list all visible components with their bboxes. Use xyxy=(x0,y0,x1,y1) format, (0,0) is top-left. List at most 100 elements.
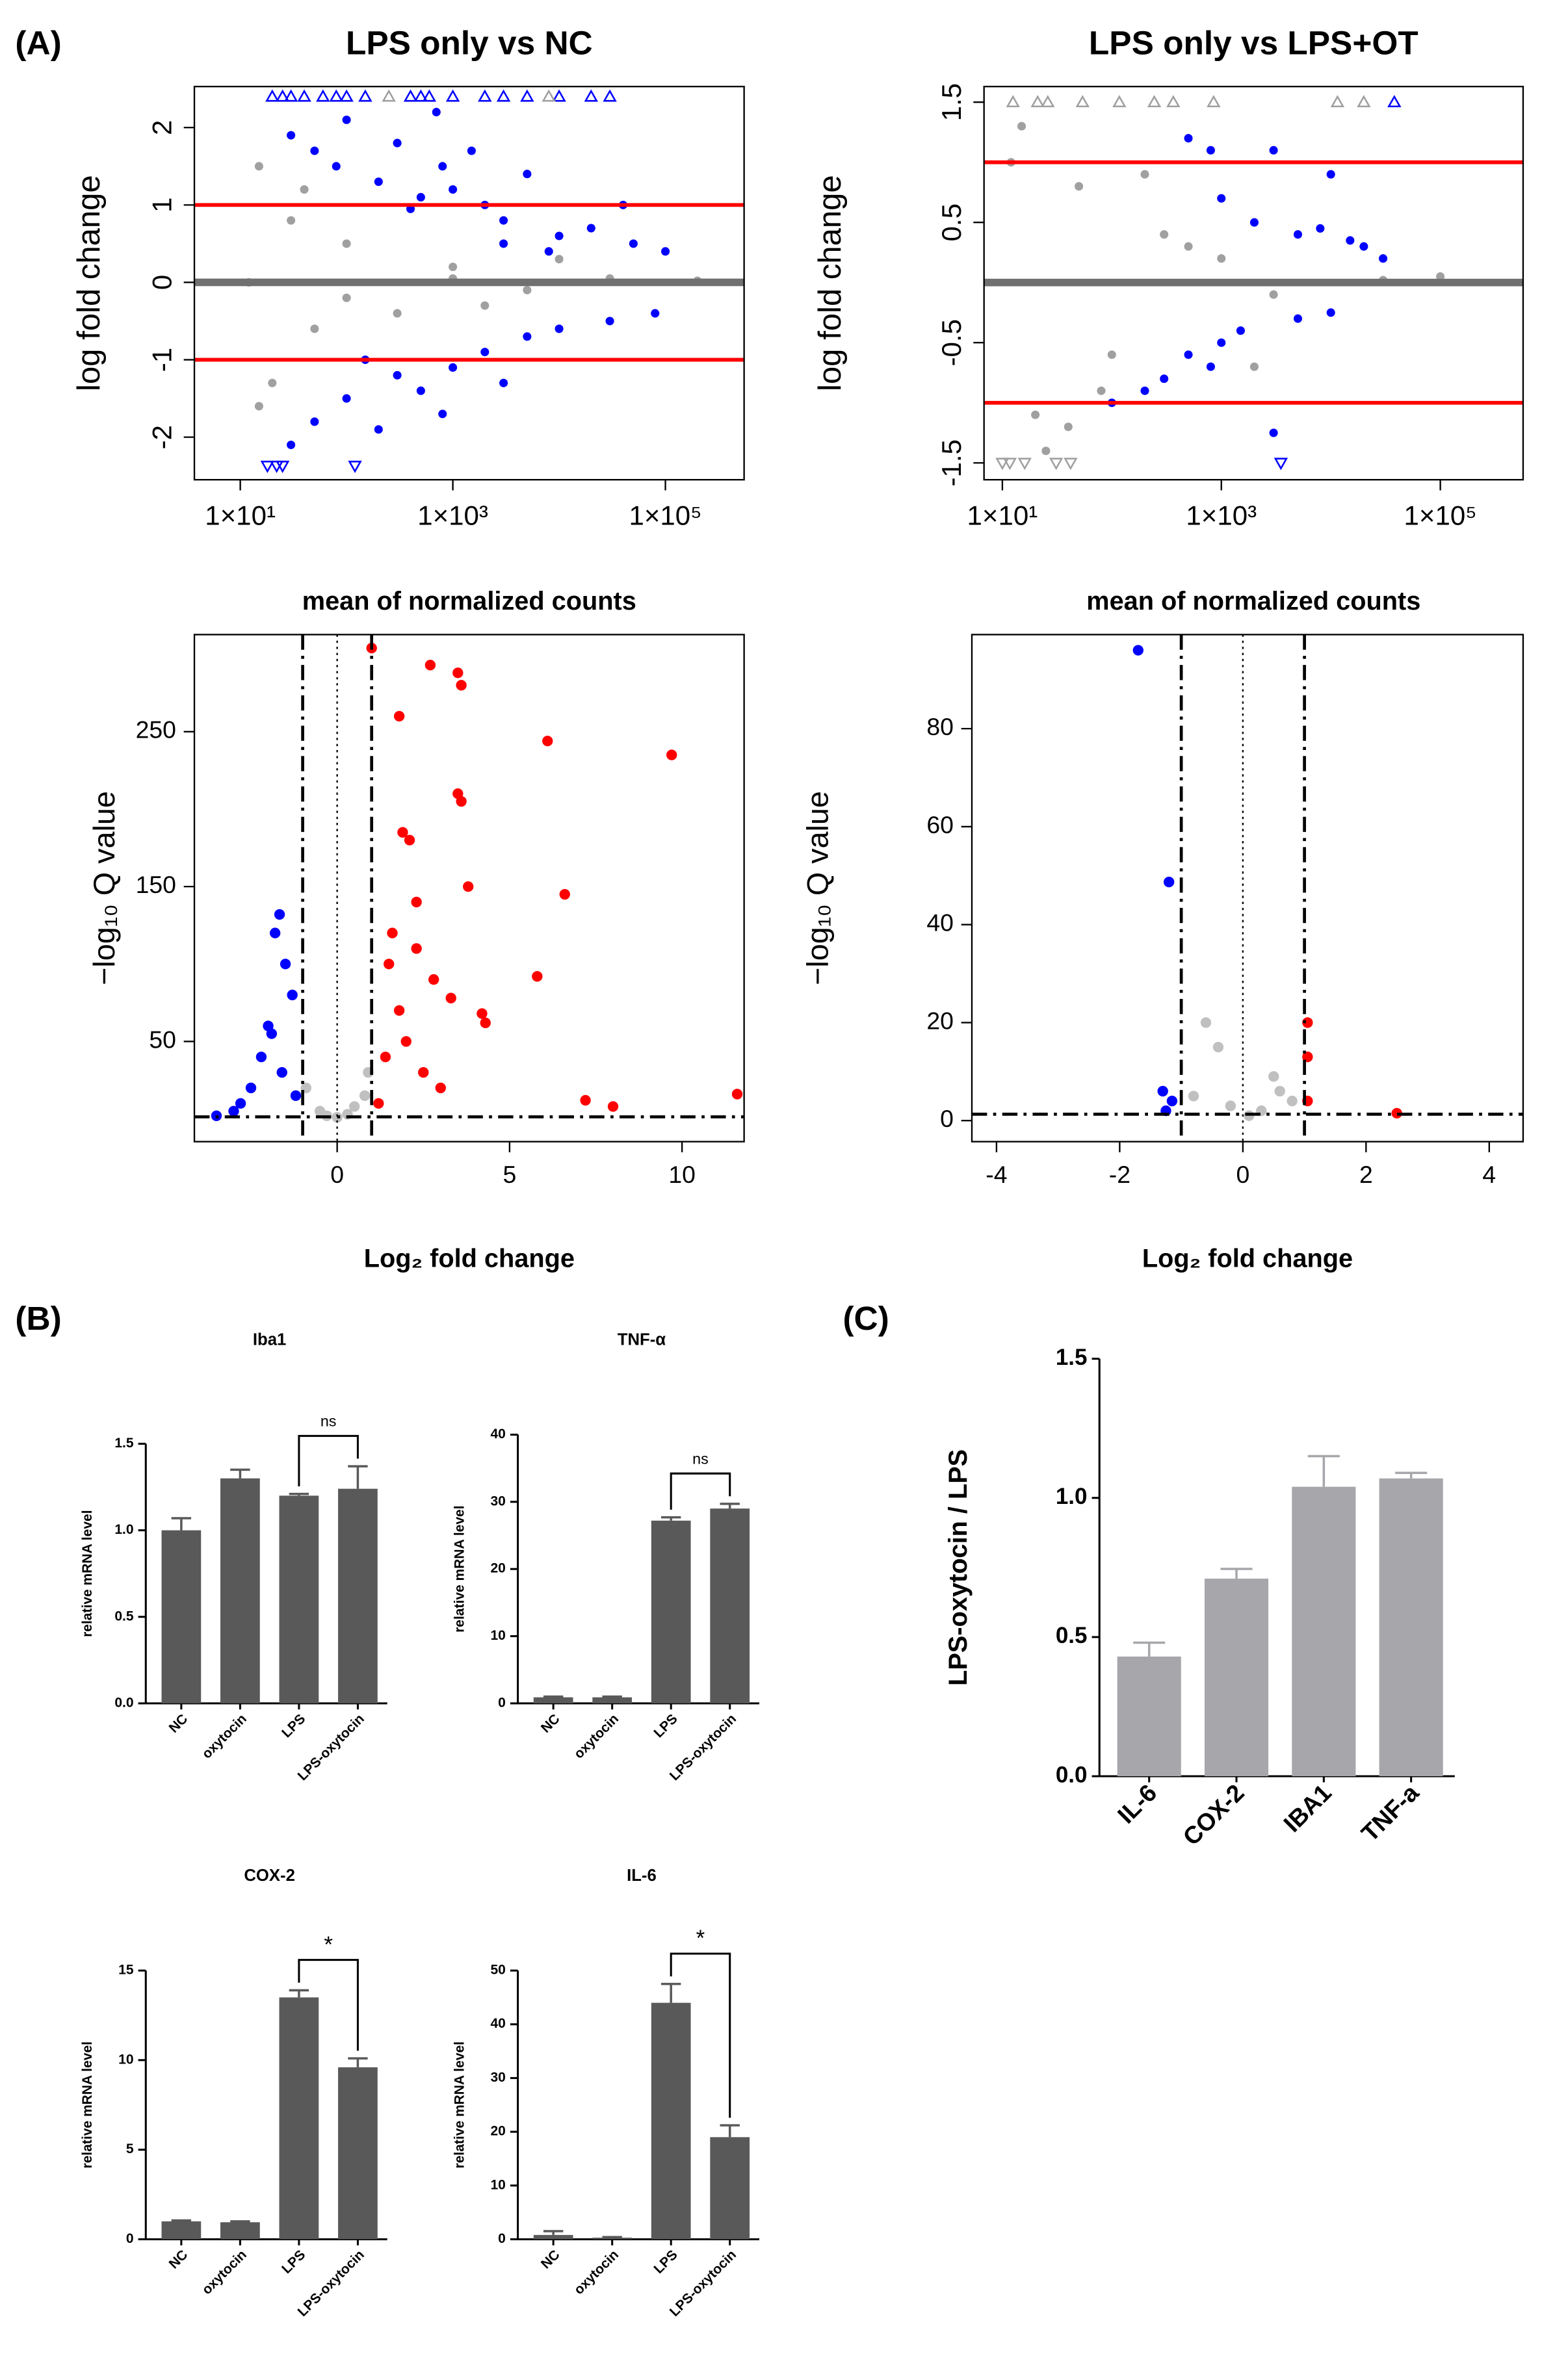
point xyxy=(1436,272,1445,281)
y-tick-label: 0 xyxy=(498,1695,506,1710)
triangle-point xyxy=(445,89,460,102)
triangle-point xyxy=(1006,95,1020,108)
point xyxy=(359,1090,371,1102)
point xyxy=(1160,230,1169,239)
point xyxy=(1132,645,1143,656)
y-axis-label: log fold change xyxy=(813,175,848,391)
point xyxy=(1140,170,1149,179)
point xyxy=(342,394,351,403)
point xyxy=(235,1098,246,1109)
point xyxy=(400,1036,412,1047)
significance-bracket xyxy=(298,1959,359,2051)
point xyxy=(607,1101,619,1112)
triangle-point xyxy=(1002,458,1017,471)
y-tick-label: 0 xyxy=(146,275,177,290)
point xyxy=(1326,170,1335,179)
point xyxy=(629,239,638,248)
y-tick-label: 10 xyxy=(490,1628,505,1643)
point xyxy=(290,1090,302,1102)
bar xyxy=(338,1488,378,1703)
point xyxy=(555,231,564,240)
point xyxy=(1200,1017,1212,1028)
y-tick-label: 50 xyxy=(490,1963,505,1978)
bar xyxy=(1292,1486,1356,1777)
x-tick-label: 0 xyxy=(330,1161,344,1188)
point xyxy=(1293,314,1303,323)
point xyxy=(449,185,458,194)
bar xyxy=(161,2221,202,2240)
triangle-point xyxy=(603,89,617,102)
plot-frame xyxy=(983,85,1524,481)
y-tick-label: 30 xyxy=(490,1494,505,1508)
y-tick-label: 0 xyxy=(940,1105,954,1132)
x-tick-label: 0 xyxy=(1236,1161,1249,1188)
point xyxy=(480,1017,491,1029)
point xyxy=(1212,1041,1224,1053)
triangle-point xyxy=(348,460,362,473)
y-axis-label: −log₁₀ Q value xyxy=(87,791,121,985)
point xyxy=(480,348,490,357)
point xyxy=(310,146,319,155)
y-axis-label: relative mRNA level xyxy=(80,1510,95,1636)
point xyxy=(532,971,543,982)
point xyxy=(266,1028,278,1039)
point xyxy=(1160,374,1169,383)
panel-label: (C) xyxy=(843,1299,889,1337)
triangle-point xyxy=(260,460,275,473)
point xyxy=(1268,1071,1279,1082)
point xyxy=(456,795,467,807)
bar xyxy=(1117,1656,1181,1777)
point xyxy=(1225,1100,1236,1111)
point xyxy=(651,309,660,318)
point xyxy=(435,1082,446,1094)
point xyxy=(1217,254,1226,263)
significance-bracket xyxy=(670,1952,731,2118)
point xyxy=(332,162,341,171)
x-tick-label: -2 xyxy=(1109,1161,1130,1188)
y-tick-label: 1.5 xyxy=(1056,1345,1088,1370)
point xyxy=(1140,386,1149,395)
triangle-point xyxy=(329,89,343,102)
y-tick-label: 0.0 xyxy=(1056,1762,1088,1787)
y-axis-label: relative mRNA level xyxy=(452,1505,467,1632)
x-axis-label: mean of normalized counts xyxy=(1086,587,1420,615)
y-tick-label: 5 xyxy=(126,2141,134,2156)
y-tick-label: 2 xyxy=(146,120,177,135)
panel-label: (B) xyxy=(15,1299,61,1337)
point xyxy=(523,332,532,341)
point xyxy=(1316,224,1325,233)
y-tick-label: 0.5 xyxy=(936,203,967,241)
bar xyxy=(651,1520,691,1703)
triangle-point xyxy=(316,89,330,102)
bar xyxy=(710,1508,750,1703)
point xyxy=(1274,1085,1285,1097)
point xyxy=(384,959,395,970)
x-axis-label: Log₂ fold change xyxy=(1142,1244,1353,1273)
triangle-point xyxy=(403,89,418,102)
x-tick-label: 2 xyxy=(1359,1161,1373,1188)
point xyxy=(1217,194,1226,203)
triangle-point xyxy=(1166,95,1181,108)
point xyxy=(438,162,447,171)
x-tick-label: 1×10¹ xyxy=(967,500,1038,531)
y-tick-label: 20 xyxy=(490,2124,505,2139)
significance-bracket xyxy=(298,1434,359,1486)
bar xyxy=(1204,1578,1269,1777)
point xyxy=(499,216,508,225)
point xyxy=(586,224,595,233)
chart-title: TNF-α xyxy=(618,1330,666,1349)
point xyxy=(1293,230,1303,239)
bar xyxy=(710,2137,750,2240)
y-tick-label: 15 xyxy=(118,1963,134,1978)
point xyxy=(1107,350,1116,359)
triangle-point xyxy=(275,460,290,473)
triangle-point xyxy=(358,89,372,102)
point xyxy=(342,239,351,248)
point xyxy=(1236,326,1245,335)
point xyxy=(523,285,532,294)
point xyxy=(1017,122,1026,131)
triangle-point xyxy=(1030,95,1045,108)
x-tick-label: 10 xyxy=(668,1161,696,1188)
y-tick-label: 40 xyxy=(490,2016,505,2031)
